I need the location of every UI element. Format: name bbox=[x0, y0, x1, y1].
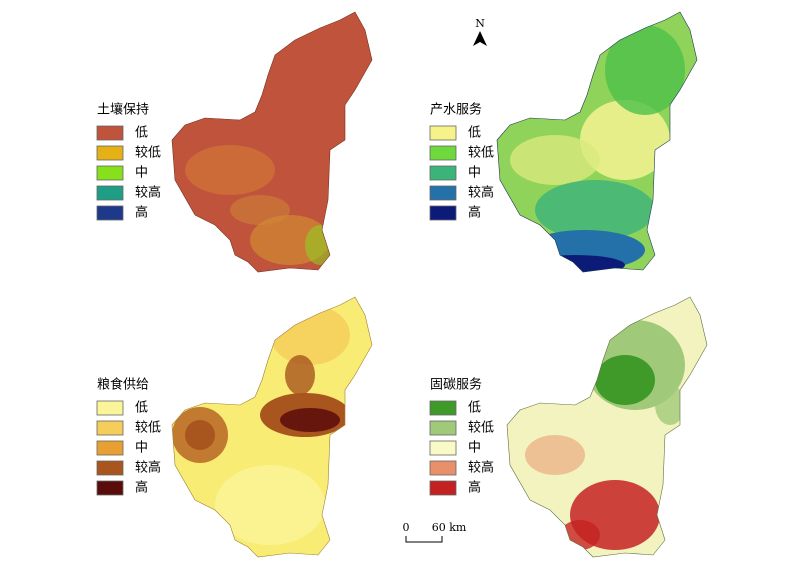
legend-swatch bbox=[429, 205, 457, 221]
legend-label: 中 bbox=[468, 441, 481, 456]
legend-label: 较低 bbox=[135, 421, 161, 436]
legend-swatch bbox=[429, 400, 457, 416]
legend-swatch bbox=[429, 420, 457, 436]
legend-label: 高 bbox=[135, 480, 148, 496]
legend-label: 较低 bbox=[468, 146, 494, 161]
legend-swatch bbox=[96, 185, 124, 201]
map-food bbox=[171, 296, 373, 558]
legend-label: 中 bbox=[468, 166, 481, 181]
legend-label: 低 bbox=[135, 126, 148, 141]
legend-title: 粮食供给 bbox=[97, 377, 149, 393]
legend-swatch bbox=[96, 480, 124, 496]
legend-label: 高 bbox=[468, 205, 481, 221]
legend-swatch bbox=[96, 205, 124, 221]
legend-swatch bbox=[429, 460, 457, 476]
north-arrow: N bbox=[473, 17, 487, 46]
legend-swatch bbox=[429, 185, 457, 201]
legend-swatch bbox=[429, 165, 457, 181]
legend-label: 高 bbox=[468, 480, 481, 496]
legend-label: 中 bbox=[135, 441, 148, 456]
legend-swatch bbox=[96, 165, 124, 181]
legend-label: 较高 bbox=[468, 460, 494, 476]
scale-bar: 0 60 km bbox=[403, 521, 467, 543]
legend-swatch bbox=[96, 440, 124, 456]
legend-swatch bbox=[429, 440, 457, 456]
legend-swatch bbox=[429, 125, 457, 141]
legend-swatch bbox=[96, 400, 124, 416]
legend-swatch bbox=[96, 125, 124, 141]
legend-swatch bbox=[96, 420, 124, 436]
scale-label: 60 km bbox=[432, 521, 467, 534]
scale-label: 0 bbox=[403, 521, 410, 534]
legend-title: 产水服务 bbox=[430, 102, 482, 118]
map-water bbox=[496, 11, 698, 273]
legend-label: 低 bbox=[468, 401, 481, 416]
legend-label: 低 bbox=[135, 401, 148, 416]
legend-title: 固碳服务 bbox=[430, 377, 482, 393]
legend-label: 较低 bbox=[468, 421, 494, 436]
north-label: N bbox=[475, 17, 485, 30]
legend-swatch bbox=[96, 145, 124, 161]
legends: 土壤保持低较低中较高高产水服务低较低中较高高粮食供给低较低中较高高固碳服务低较低… bbox=[96, 102, 494, 496]
legend-label: 较低 bbox=[135, 146, 161, 161]
legend-swatch bbox=[96, 460, 124, 476]
legend-swatch bbox=[429, 145, 457, 161]
legend-title: 土壤保持 bbox=[97, 102, 149, 118]
legend-label: 低 bbox=[468, 126, 481, 141]
legend-label: 较高 bbox=[135, 185, 161, 201]
map-soil bbox=[171, 11, 373, 273]
legend-label: 较高 bbox=[468, 185, 494, 201]
legend-label: 高 bbox=[135, 205, 148, 221]
legend-label: 中 bbox=[135, 166, 148, 181]
map-carbon bbox=[506, 296, 708, 558]
legend-label: 较高 bbox=[135, 460, 161, 476]
legend-swatch bbox=[429, 480, 457, 496]
